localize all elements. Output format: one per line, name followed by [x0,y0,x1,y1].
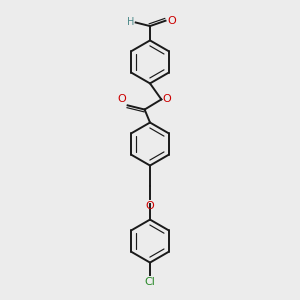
Text: O: O [117,94,126,104]
Text: Cl: Cl [145,277,155,287]
Text: O: O [163,94,171,104]
Text: O: O [145,201,154,211]
Text: O: O [167,16,176,26]
Text: H: H [127,16,134,27]
